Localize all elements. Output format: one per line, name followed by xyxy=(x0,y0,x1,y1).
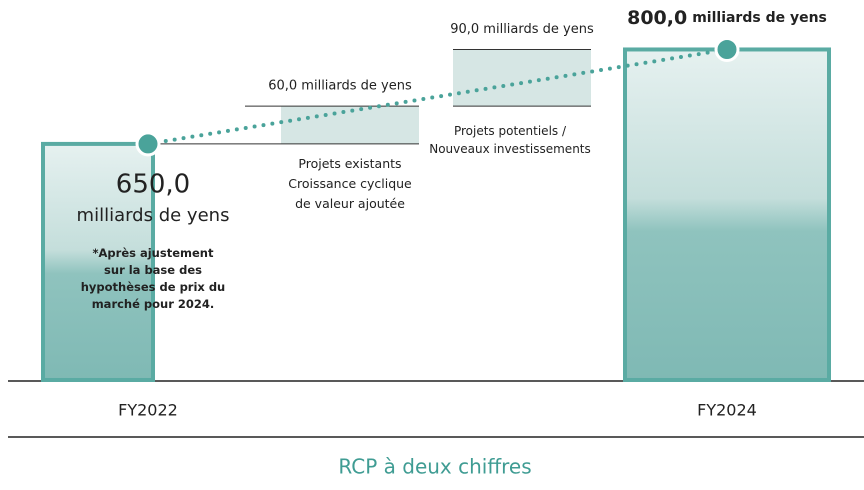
x-tick-label: FY2022 xyxy=(118,401,178,420)
step-label: Projets existants Croissance cyclique de v… xyxy=(288,155,412,210)
value-label: 650,0 xyxy=(116,170,190,200)
value-label: 60,0 milliards de yens xyxy=(268,79,412,94)
unit-label: milliards de yens xyxy=(692,10,827,26)
point xyxy=(714,36,740,62)
trend-dots xyxy=(146,47,729,146)
bar xyxy=(41,141,155,382)
x-tick-label: FY2024 xyxy=(697,401,757,420)
step-label: Projets potentiels / Nouveaux investissem… xyxy=(429,124,591,156)
step-bar xyxy=(453,49,591,107)
annotation: *Après ajustement sur la base des hypothès… xyxy=(81,246,226,311)
value-label: 90,0 milliards de yens xyxy=(450,22,594,37)
step-bar xyxy=(281,106,419,144)
value-label: 800,0 xyxy=(627,7,687,29)
bar xyxy=(623,47,831,382)
point xyxy=(135,131,161,157)
unit-label: milliards de yens xyxy=(77,205,230,226)
value-label: 800,0 milliards de yens xyxy=(627,7,827,29)
footer: RCP à deux chiffres xyxy=(338,455,531,479)
